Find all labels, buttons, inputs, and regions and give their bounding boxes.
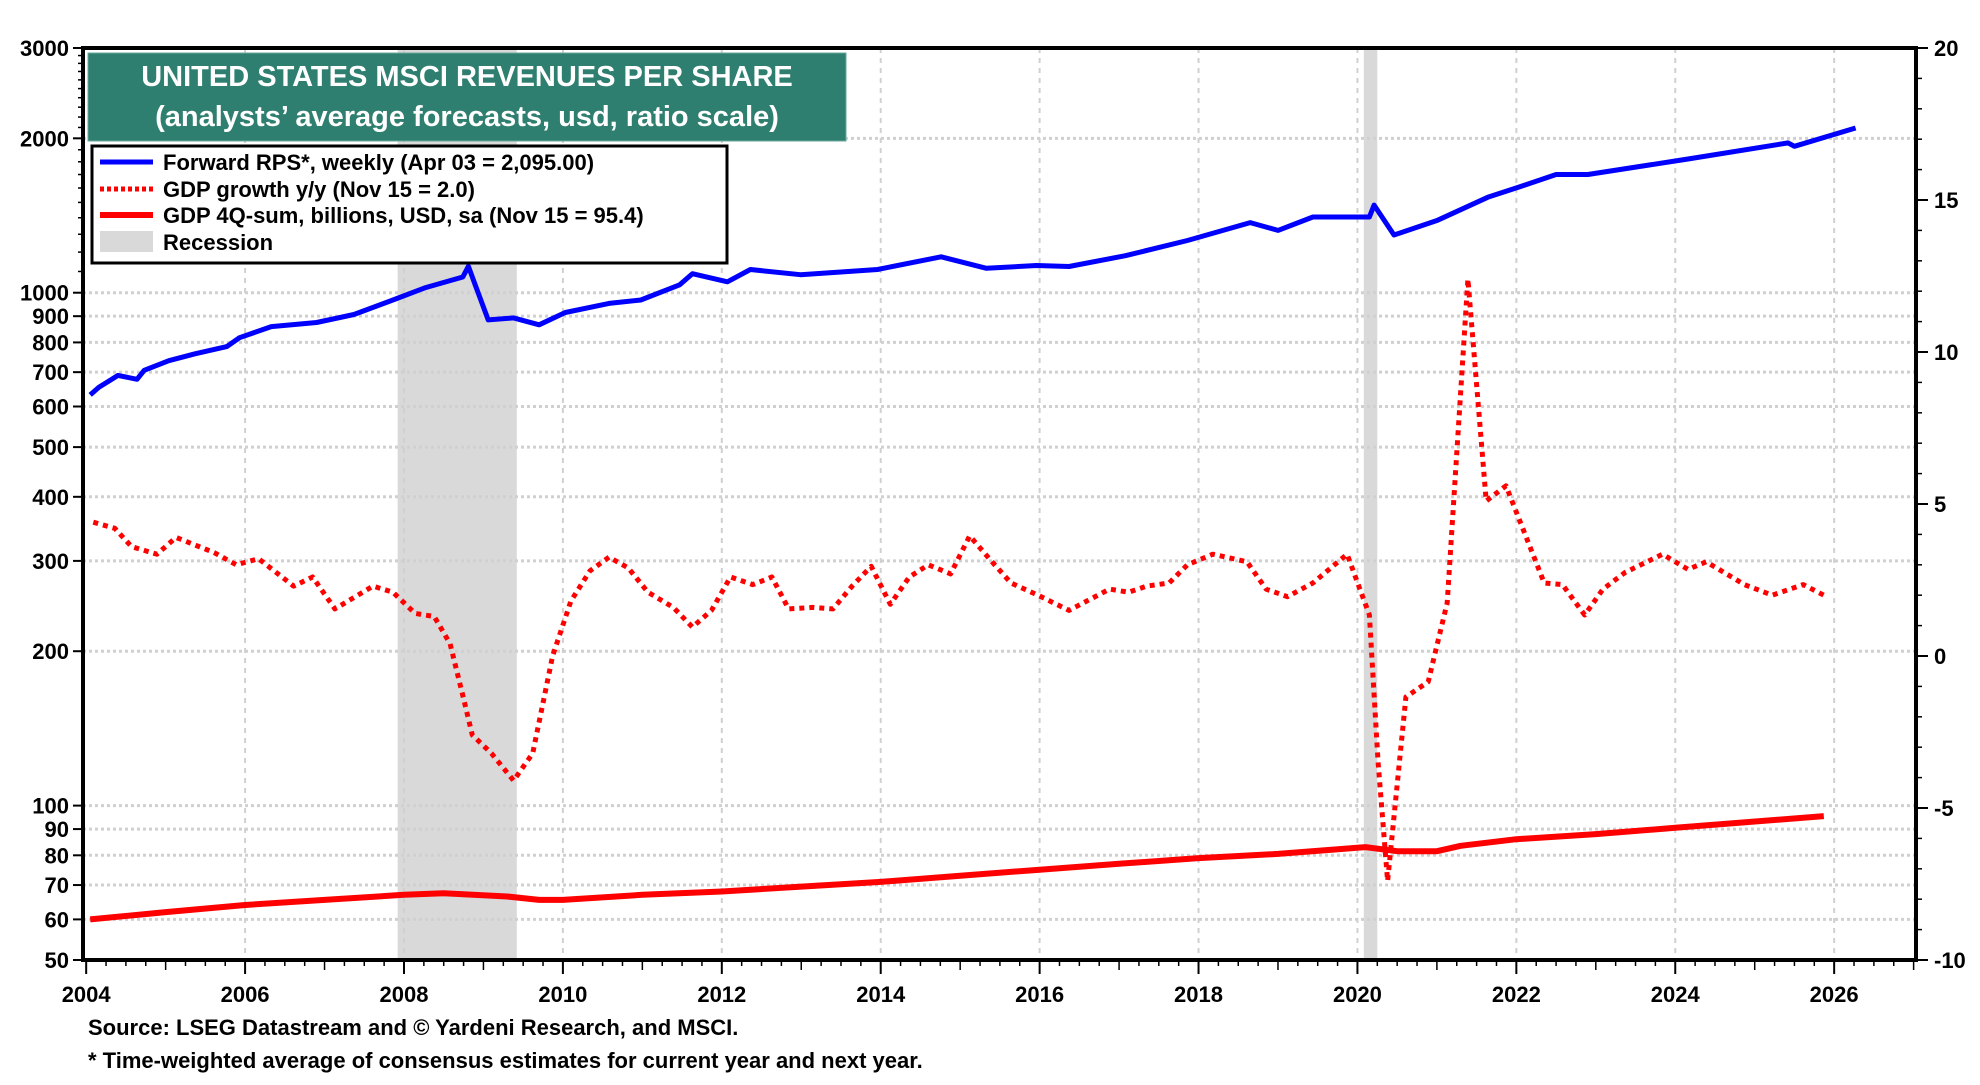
legend-label-recession: Recession [163, 230, 273, 255]
y-left-tick-label: 3000 [20, 36, 69, 61]
y-right-tick-label: 5 [1934, 492, 1946, 517]
plot-frame [81, 46, 1918, 962]
legend-label-forward-rps: Forward RPS*, weekly (Apr 03 = 2,095.00) [163, 150, 594, 175]
y-left-tick-label: 400 [32, 485, 69, 510]
tick-labels: 2004 2006 2008 2010 2012 2014 2016 2018 2020 2022… [20, 36, 1966, 1007]
y-left-tick-label: 900 [32, 304, 69, 329]
source-note: Source: LSEG Datastream and © Yardeni Re… [88, 1015, 738, 1040]
x-tick-label: 2018 [1174, 982, 1223, 1007]
chart-title: UNITED STATES MSCI REVENUES PER SHARE [141, 61, 793, 93]
y-left-tick-label: 60 [45, 907, 69, 932]
legend-label-gdp-4q-sum: GDP 4Q-sum, billions, USD, sa (Nov 15 = … [163, 203, 644, 228]
gdp-growth-line [92, 276, 1825, 884]
footnote: * Time-weighted average of consensus est… [88, 1048, 923, 1073]
legend-label-gdp-growth: GDP growth y/y (Nov 15 = 2.0) [163, 177, 475, 202]
series-lines [88, 125, 1857, 923]
y-left-tick-label: 600 [32, 394, 69, 419]
x-tick-label: 2020 [1333, 982, 1382, 1007]
y-left-tick-label: 50 [45, 948, 69, 973]
x-tick-label: 2006 [221, 982, 270, 1007]
x-tick-label: 2024 [1651, 982, 1701, 1007]
x-tick-label: 2026 [1810, 982, 1859, 1007]
y-right-tick-label: 20 [1934, 36, 1958, 61]
y-right-tick-label: -10 [1934, 948, 1966, 973]
legend-swatch-recession [100, 231, 153, 252]
y-left-tick-label: 2000 [20, 126, 69, 151]
legend: Forward RPS*, weekly (Apr 03 = 2,095.00)… [90, 144, 729, 265]
y-left-tick-label: 1000 [20, 281, 69, 306]
y-right-tick-label: -5 [1934, 796, 1954, 821]
x-tick-label: 2012 [697, 982, 746, 1007]
y-left-tick-label: 700 [32, 360, 69, 385]
y-left-tick-label: 70 [45, 873, 69, 898]
y-left-tick-label: 90 [45, 817, 69, 842]
x-tick-label: 2004 [62, 982, 112, 1007]
x-tick-label: 2010 [538, 982, 587, 1007]
x-tick-label: 2014 [856, 982, 906, 1007]
forward-rps-line [88, 125, 1857, 397]
y-left-tick-label: 300 [32, 549, 69, 574]
title-box: UNITED STATES MSCI REVENUES PER SHARE (a… [87, 52, 847, 142]
y-right-tick-label: 10 [1934, 340, 1958, 365]
recession-band [1363, 48, 1378, 960]
chart-subtitle: (analysts’ average forecasts, usd, ratio… [155, 101, 779, 133]
y-right-tick-label: 0 [1934, 644, 1946, 669]
gdp-4q-sum-line [89, 813, 1825, 923]
y-left-tick-label: 800 [32, 330, 69, 355]
y-left-tick-label: 80 [45, 843, 69, 868]
x-tick-label: 2022 [1492, 982, 1541, 1007]
x-tick-label: 2008 [380, 982, 429, 1007]
y-left-tick-label: 200 [32, 639, 69, 664]
y-right-tick-label: 15 [1934, 188, 1958, 213]
x-tick-label: 2016 [1015, 982, 1064, 1007]
y-left-tick-label: 500 [32, 435, 69, 460]
y-left-tick-label: 100 [32, 794, 69, 819]
axes [73, 46, 1928, 974]
